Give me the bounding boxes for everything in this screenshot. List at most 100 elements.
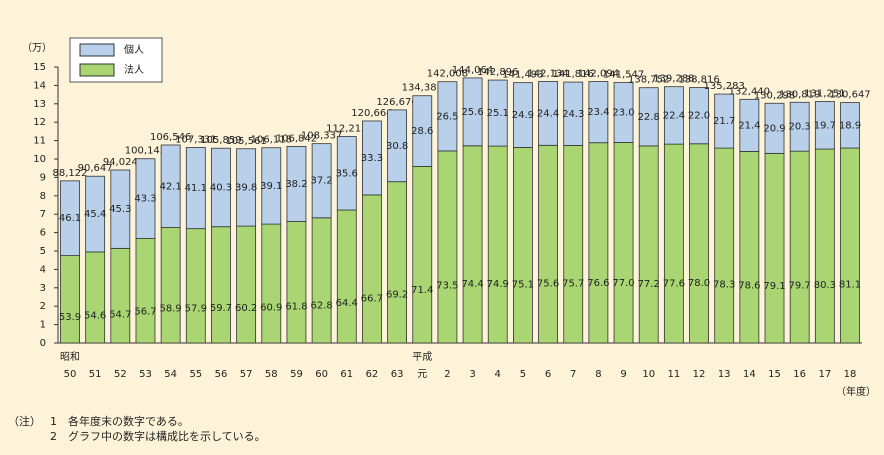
x-tick-label: 61 xyxy=(340,369,353,380)
value-label: 75.7 xyxy=(562,279,584,290)
value-label: 77.0 xyxy=(612,278,634,289)
bar-segment xyxy=(160,144,181,228)
total-label: 106,546 xyxy=(150,132,191,143)
x-tick-label: 63 xyxy=(391,369,404,380)
bar-segment xyxy=(663,86,684,145)
x-tick-label: 10 xyxy=(642,369,655,380)
value-label: 19.7 xyxy=(814,120,836,131)
y-tick-label: 13 xyxy=(33,99,46,110)
total-label: 134,381 xyxy=(402,83,443,94)
total-label: 130,819 xyxy=(779,89,820,100)
y-tick-label: 5 xyxy=(40,246,46,257)
value-label: 20.3 xyxy=(789,122,811,133)
value-label: 41.1 xyxy=(185,183,207,194)
x-tick-label: 6 xyxy=(545,369,551,380)
x-tick-label: 62 xyxy=(366,369,379,380)
value-label: 61.8 xyxy=(285,302,307,313)
bar-segment xyxy=(563,81,584,146)
bar-segment xyxy=(236,148,257,227)
value-label: 26.5 xyxy=(436,111,458,122)
bar-segment xyxy=(487,79,508,147)
value-label: 75.6 xyxy=(537,279,559,290)
bar-segment xyxy=(840,102,860,149)
bar-segment xyxy=(714,147,735,344)
bar-segment xyxy=(387,181,407,344)
total-label: 142,896 xyxy=(477,67,518,78)
bar-segment xyxy=(311,143,332,219)
value-label: 33.3 xyxy=(361,153,383,164)
bar-segment xyxy=(437,150,458,344)
bar-segment xyxy=(764,102,785,154)
total-label: 100,143 xyxy=(125,146,166,157)
value-label: 76.6 xyxy=(587,278,609,289)
value-label: 78.0 xyxy=(688,278,710,289)
legend-swatch xyxy=(79,63,115,77)
total-label: 106,118 xyxy=(251,135,292,146)
total-label: 94,024 xyxy=(103,157,138,168)
era-label: 昭和 xyxy=(60,351,80,363)
value-label: 42.1 xyxy=(160,181,182,192)
bar-segment xyxy=(110,247,131,344)
bar-segment xyxy=(60,180,80,257)
total-label: 88,122 xyxy=(53,168,88,179)
value-label: 45.3 xyxy=(109,204,131,215)
value-label: 78.6 xyxy=(738,281,760,292)
total-label: 142,008 xyxy=(427,69,468,80)
value-label: 60.2 xyxy=(235,303,257,314)
bar-segment xyxy=(85,251,106,344)
value-label: 77.2 xyxy=(638,279,660,290)
y-tick-label: 0 xyxy=(40,338,46,349)
value-label: 24.9 xyxy=(512,110,534,121)
y-tick-label: 4 xyxy=(40,264,46,275)
value-label: 69.2 xyxy=(386,290,408,301)
bar-segment xyxy=(261,147,282,225)
value-label: 64.4 xyxy=(336,298,358,309)
x-tick-label: 11 xyxy=(668,369,681,380)
total-label: 112,215 xyxy=(326,124,367,135)
bar-segment xyxy=(538,81,558,146)
bar-segment xyxy=(462,145,483,344)
bar-segment xyxy=(789,150,810,344)
x-tick-label: 55 xyxy=(189,369,202,380)
value-label: 22.8 xyxy=(638,112,660,123)
x-tick-label: 57 xyxy=(240,369,253,380)
bar-segment xyxy=(689,87,709,145)
total-label: 131,251 xyxy=(804,88,845,99)
x-tick-label: 14 xyxy=(743,369,756,380)
y-tick-label: 11 xyxy=(33,136,46,147)
bar-segment xyxy=(286,146,307,222)
x-tick-label: 9 xyxy=(620,369,626,380)
value-label: 22.0 xyxy=(688,111,710,122)
total-label: 144,064 xyxy=(452,65,493,76)
bar-segment xyxy=(487,145,508,344)
value-label: 38.2 xyxy=(285,179,307,190)
value-label: 24.3 xyxy=(562,109,584,120)
bar-segment xyxy=(714,93,735,149)
bar-segment xyxy=(311,217,332,344)
bar-segment xyxy=(236,225,257,344)
bar-segment xyxy=(739,151,760,344)
total-label: 120,664 xyxy=(351,108,392,119)
value-label: 39.8 xyxy=(235,182,257,193)
bar-segment xyxy=(85,175,106,253)
value-label: 20.9 xyxy=(763,123,785,134)
bar-segment xyxy=(613,142,634,344)
y-tick-label: 2 xyxy=(40,301,46,312)
x-tick-label: 54 xyxy=(164,369,177,380)
total-label: 105,561 xyxy=(225,136,266,147)
value-label: 21.7 xyxy=(713,116,735,127)
y-tick-label: 6 xyxy=(40,228,46,239)
total-label: 141,547 xyxy=(603,70,644,81)
x-tick-label: 51 xyxy=(89,369,102,380)
note: 2 グラフ中の数字は構成比を示している。 xyxy=(50,429,266,443)
value-label: 75.1 xyxy=(512,279,534,290)
value-label: 24.4 xyxy=(537,108,559,119)
y-tick-label: 3 xyxy=(40,283,46,294)
total-label: 106,842 xyxy=(276,133,317,144)
bar-segment xyxy=(814,148,835,344)
bar-segment xyxy=(663,143,684,344)
value-label: 58.9 xyxy=(160,303,182,314)
value-label: 59.7 xyxy=(210,303,232,314)
total-label: 107,331 xyxy=(175,134,216,145)
era-label: 平成 xyxy=(412,351,432,363)
